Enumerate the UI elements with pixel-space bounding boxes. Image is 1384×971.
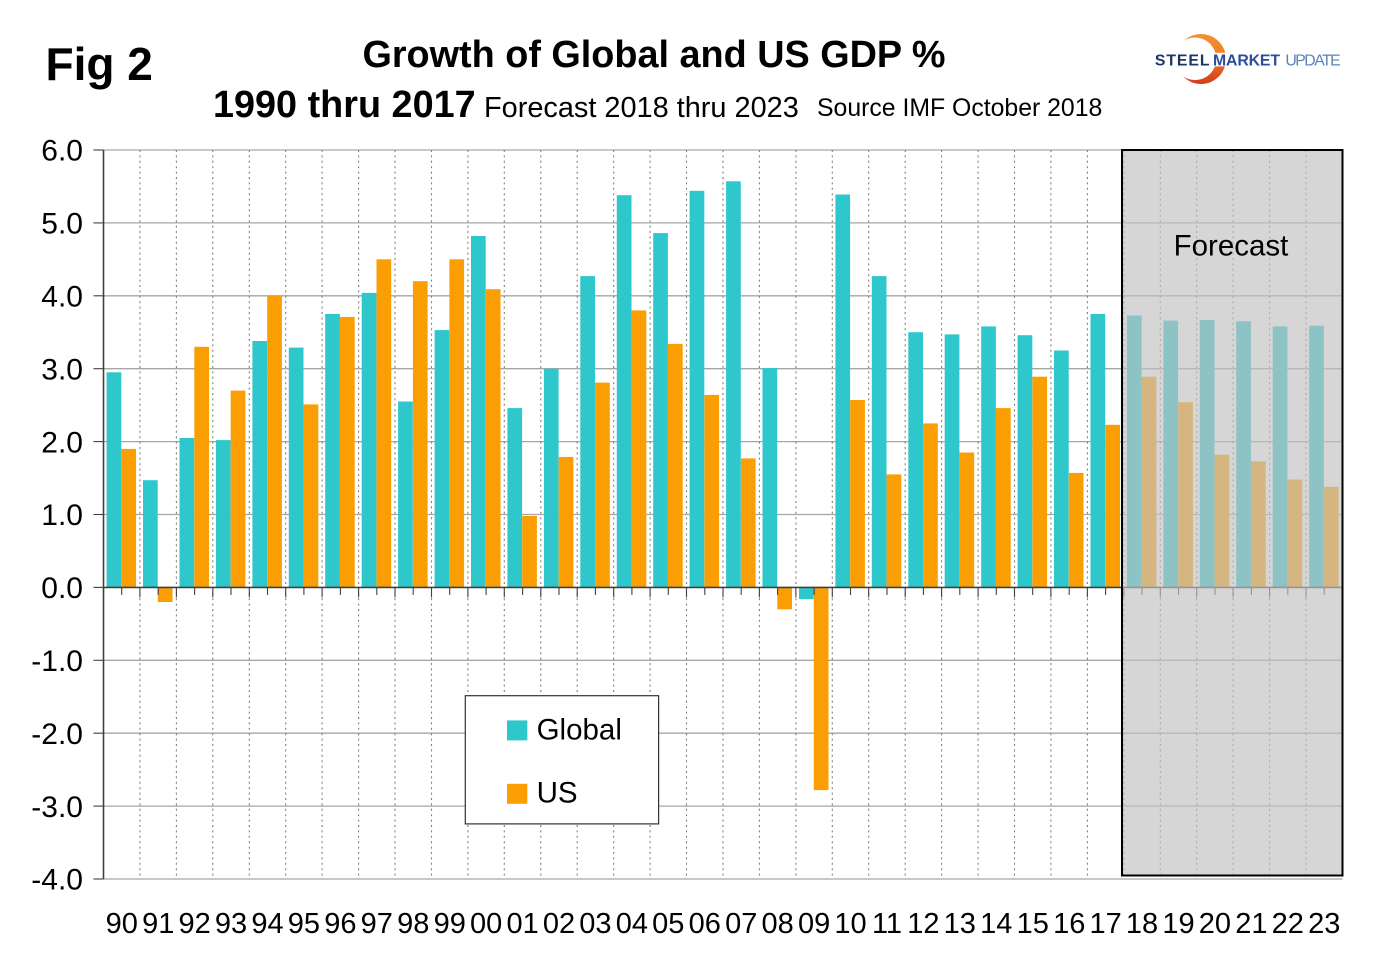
- svg-text:23: 23: [1308, 908, 1340, 940]
- svg-text:MARKET: MARKET: [1213, 52, 1280, 69]
- svg-text:15: 15: [1017, 908, 1049, 940]
- svg-text:97: 97: [361, 908, 393, 940]
- svg-text:16: 16: [1053, 908, 1085, 940]
- svg-text:99: 99: [434, 908, 466, 940]
- svg-text:-4.0: -4.0: [31, 864, 83, 897]
- svg-text:21: 21: [1235, 908, 1267, 940]
- svg-text:00: 00: [470, 908, 502, 940]
- svg-text:19: 19: [1162, 908, 1194, 940]
- svg-text:6.0: 6.0: [41, 135, 83, 168]
- svg-text:13: 13: [944, 908, 976, 940]
- svg-text:14: 14: [980, 908, 1012, 940]
- svg-text:Forecast: Forecast: [1174, 230, 1289, 263]
- svg-text:1.0: 1.0: [41, 499, 83, 532]
- svg-text:90: 90: [106, 908, 138, 940]
- svg-text:05: 05: [652, 908, 684, 940]
- svg-text:2.0: 2.0: [41, 426, 83, 459]
- svg-text:1990 thru 2017: 1990 thru 2017: [213, 84, 476, 126]
- svg-text:4.0: 4.0: [41, 281, 83, 314]
- svg-text:STEEL: STEEL: [1155, 52, 1210, 69]
- svg-text:5.0: 5.0: [41, 208, 83, 241]
- svg-text:0.0: 0.0: [41, 572, 83, 605]
- svg-text:10: 10: [834, 908, 866, 940]
- svg-text:91: 91: [142, 908, 174, 940]
- svg-text:-3.0: -3.0: [31, 791, 83, 824]
- svg-text:92: 92: [178, 908, 210, 940]
- svg-text:Source IMF October 2018: Source IMF October 2018: [817, 95, 1102, 122]
- svg-text:12: 12: [907, 908, 939, 940]
- svg-text:96: 96: [324, 908, 356, 940]
- svg-text:98: 98: [397, 908, 429, 940]
- svg-text:01: 01: [506, 908, 538, 940]
- svg-text:08: 08: [761, 908, 793, 940]
- svg-text:95: 95: [288, 908, 320, 940]
- svg-text:02: 02: [543, 908, 575, 940]
- svg-text:17: 17: [1089, 908, 1121, 940]
- svg-text:Growth of Global and US GDP %: Growth of Global and US GDP %: [362, 34, 945, 76]
- svg-text:-1.0: -1.0: [31, 645, 83, 678]
- svg-text:Fig 2: Fig 2: [46, 38, 153, 90]
- svg-text:-2.0: -2.0: [31, 718, 83, 751]
- svg-text:04: 04: [616, 908, 648, 940]
- svg-text:94: 94: [251, 908, 283, 940]
- svg-text:Global: Global: [537, 714, 622, 747]
- svg-text:93: 93: [215, 908, 247, 940]
- svg-text:06: 06: [689, 908, 721, 940]
- svg-text:US: US: [537, 777, 578, 810]
- svg-text:3.0: 3.0: [41, 353, 83, 386]
- svg-text:07: 07: [725, 908, 757, 940]
- svg-text:18: 18: [1126, 908, 1158, 940]
- svg-text:11: 11: [872, 908, 902, 940]
- svg-text:20: 20: [1199, 908, 1231, 940]
- svg-text:UPDATE: UPDATE: [1285, 52, 1340, 69]
- svg-text:09: 09: [798, 908, 830, 940]
- svg-text:22: 22: [1272, 908, 1304, 940]
- svg-text:Forecast 2018 thru 2023: Forecast 2018 thru 2023: [484, 92, 799, 124]
- svg-text:03: 03: [579, 908, 611, 940]
